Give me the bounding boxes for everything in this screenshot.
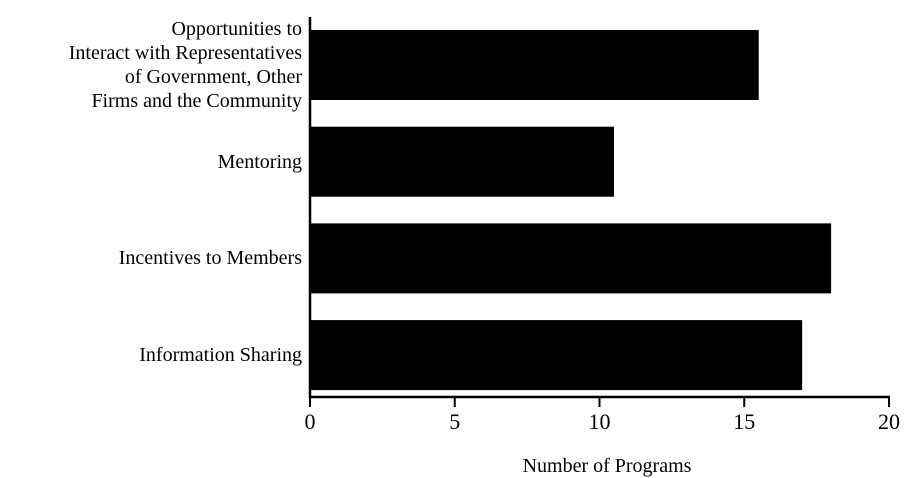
- x-tick-label: 5: [449, 409, 460, 434]
- bar: [310, 126, 614, 197]
- y-tick-label: Information Sharing: [139, 344, 302, 367]
- bar: [310, 30, 759, 100]
- x-tick-label: 0: [305, 409, 316, 434]
- x-tick-label: 10: [589, 409, 611, 434]
- bar: [310, 223, 832, 294]
- y-tick-label: Incentives to Members: [118, 247, 302, 270]
- bar: [310, 320, 803, 391]
- x-tick-label: 15: [733, 409, 755, 434]
- y-tick-label: Mentoring: [217, 150, 302, 173]
- x-tick-label: 20: [878, 409, 900, 434]
- y-tick-label: Opportunities to Interact with Represent…: [68, 18, 302, 112]
- x-axis-label: Number of Programs: [523, 455, 692, 477]
